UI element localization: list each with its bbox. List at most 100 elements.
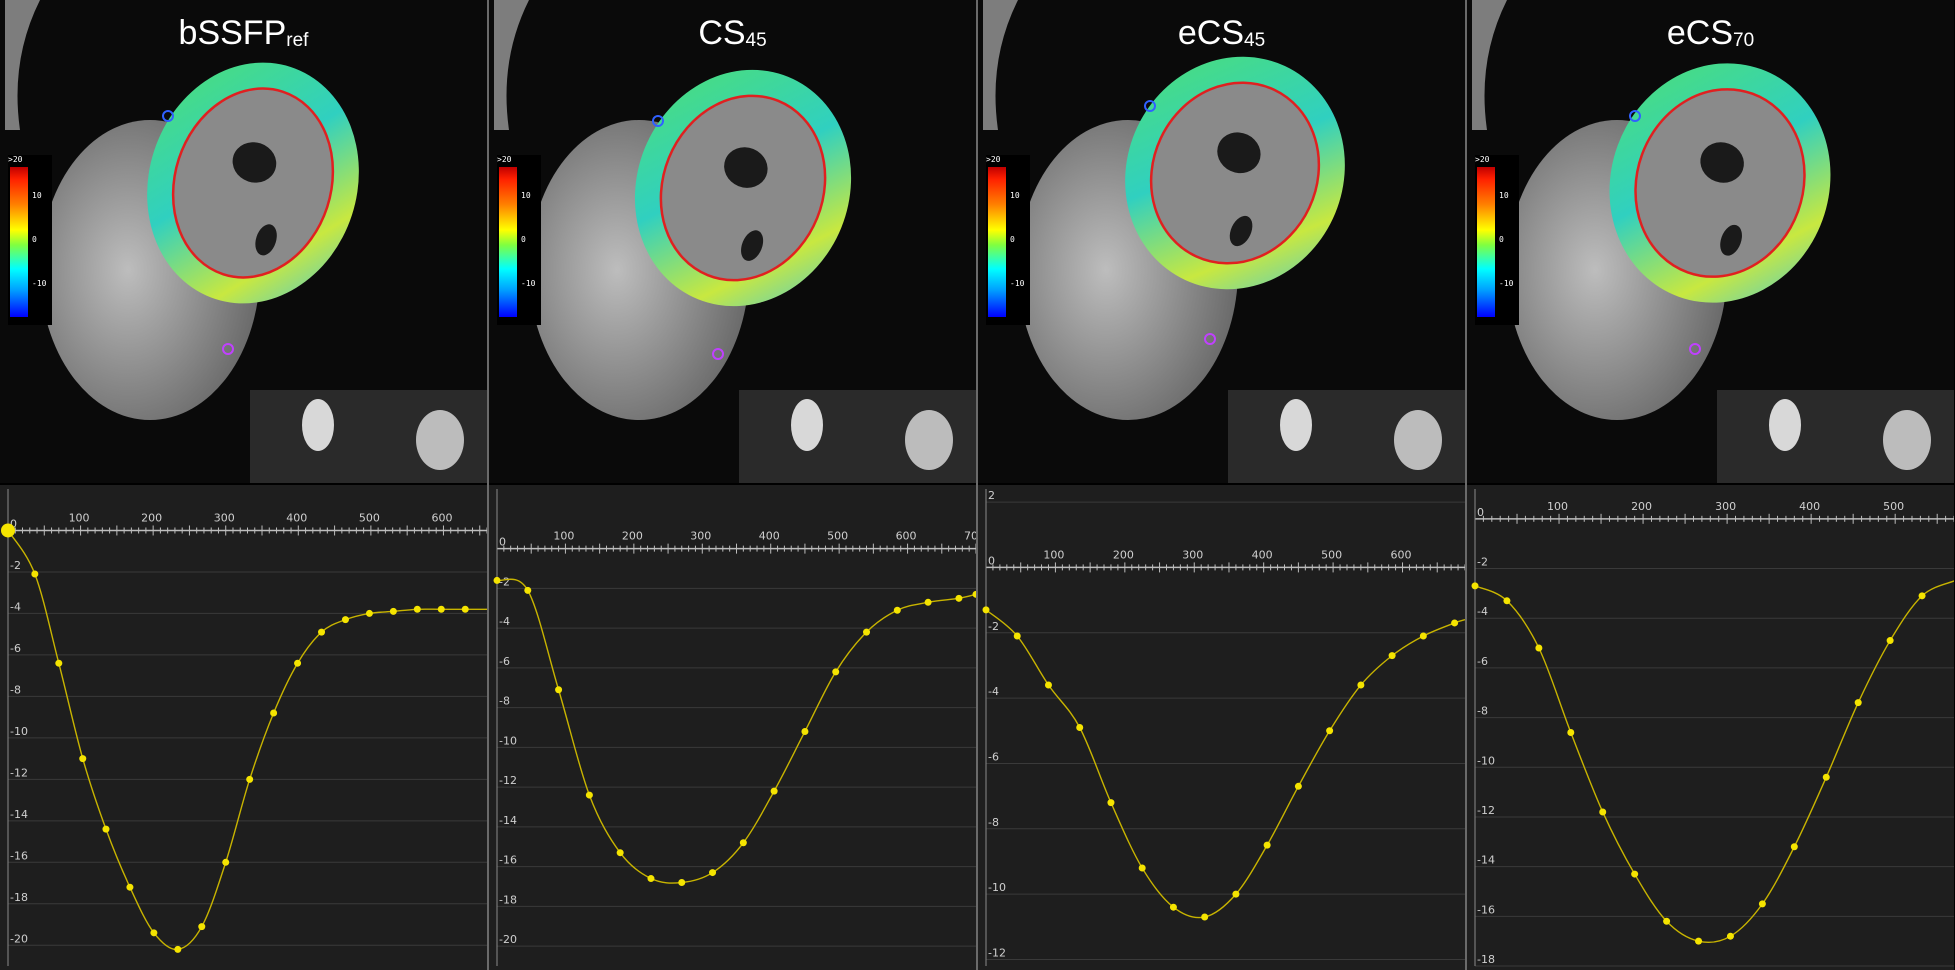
y-tick-label: -14: [10, 808, 28, 821]
rv-insertion-marker: [162, 110, 174, 122]
colorbar-label-0: 0: [1010, 235, 1015, 244]
x-tick-label: 300: [1715, 500, 1736, 513]
papillary-muscle: [1720, 224, 1742, 256]
x-tick-label: 400: [1799, 500, 1820, 513]
x-tick-label: 400: [1252, 548, 1273, 561]
x-tick-label: 500: [827, 530, 848, 543]
x-tick-label: 100: [1547, 500, 1568, 513]
data-point: [1201, 913, 1209, 921]
rv-insertion-marker: [652, 115, 664, 127]
y-tick-label: -16: [10, 849, 28, 862]
data-point: [126, 883, 134, 891]
strain-curve: [1474, 580, 1954, 944]
x-tick-label: 300: [1182, 548, 1203, 561]
colorbar-label-0: 0: [1499, 235, 1504, 244]
data-point: [1726, 932, 1734, 940]
data-point: [1758, 900, 1766, 908]
endocardial-border: [1634, 88, 1806, 278]
x-tick-label: 400: [759, 530, 780, 543]
y-tick-label: -20: [10, 932, 28, 945]
y-tick-label: -4: [988, 685, 999, 698]
colorbar-label-neg10: -10: [1010, 279, 1025, 288]
colorbar-gradient: [988, 167, 1006, 317]
x-tick-label: 300: [690, 530, 711, 543]
strain-curve-chart: 2 0 -2 -4 -6 -8 -10 -12 100 200 300 400 500 600: [978, 485, 1465, 970]
mri-scan: [978, 0, 1465, 483]
y-tick-label: -4: [1477, 605, 1488, 618]
papillary-muscle: [232, 142, 277, 183]
x-tick-label: 500: [1883, 500, 1904, 513]
data-point: [294, 659, 302, 667]
data-point: [1357, 681, 1365, 689]
data-point: [1695, 937, 1703, 945]
panel-title: bSSFPref: [178, 14, 309, 52]
y-tick-label: 0: [988, 554, 995, 567]
panel-divider: [976, 0, 978, 970]
y-tick-label: -18: [10, 891, 28, 904]
data-point: [972, 590, 976, 598]
strain-curve: [496, 578, 976, 884]
mri-image: eCS70 >20 10 0 -10: [1467, 0, 1954, 483]
colorbar-label-top: >20: [1475, 155, 1490, 164]
papillary-muscle: [1700, 142, 1744, 183]
data-point: [270, 709, 278, 717]
colorbar-label-neg10: -10: [1499, 279, 1514, 288]
x-tick-label: 700: [964, 530, 976, 543]
y-tick-label: -10: [988, 881, 1006, 894]
data-point: [1044, 681, 1052, 689]
data-point: [1471, 582, 1479, 590]
data-point: [341, 616, 349, 624]
data-point: [1232, 890, 1240, 898]
strain-colorbar: >20 10 0 -10: [8, 155, 52, 325]
data-point: [493, 576, 501, 584]
rv-insertion-marker: [1629, 110, 1641, 122]
chest-wall: [983, 0, 1018, 130]
data-point: [647, 875, 655, 883]
mri-image: eCS45 >20 10 0 -10: [978, 0, 1465, 483]
aorta: [1280, 399, 1312, 451]
y-tick-label: -6: [10, 642, 21, 655]
data-point: [365, 609, 373, 617]
data-point: [1790, 843, 1798, 851]
data-point: [1663, 917, 1671, 925]
colorbar-label-10: 10: [32, 191, 42, 200]
y-tick-label: -14: [1477, 854, 1495, 867]
rv-insertion-marker: [1689, 343, 1701, 355]
y-tick-label: -6: [988, 750, 999, 763]
data-point: [1567, 728, 1575, 736]
chest-wall: [1472, 0, 1507, 130]
x-tick-label: 100: [553, 530, 574, 543]
data-point: [31, 570, 39, 578]
mri-image: bSSFPref >20 10 0 -10: [0, 0, 487, 483]
y-tick-label: -4: [499, 615, 510, 628]
panel-bssfp-ref: bSSFPref >20 10 0 -10 0 -2 -4 -6 -8 -10 -12 -14…: [0, 0, 487, 970]
colorbar-gradient: [1477, 167, 1495, 317]
y-tick-label: -8: [988, 816, 999, 829]
y-tick-label: -16: [499, 854, 517, 867]
y-tick-label: -2: [10, 559, 21, 572]
plot-background: [1467, 485, 1954, 970]
colorbar-label-10: 10: [521, 191, 531, 200]
rv-insertion-marker: [1204, 333, 1216, 345]
data-point: [1294, 782, 1302, 790]
y-tick-label: -8: [499, 695, 510, 708]
colorbar-label-top: >20: [986, 155, 1001, 164]
data-point: [678, 879, 686, 887]
data-point: [832, 668, 840, 676]
data-point: [389, 607, 397, 615]
data-point: [222, 858, 230, 866]
x-tick-label: 100: [69, 511, 90, 524]
panel-ecs70: eCS70 >20 10 0 -10 0 -2 -4 -6 -8 -10 -12 -14 -16…: [1467, 0, 1954, 970]
x-tick-label: 200: [141, 511, 162, 524]
rv-insertion-marker: [222, 343, 234, 355]
strain-colorbar: >20 10 0 -10: [1475, 155, 1519, 325]
papillary-muscle: [741, 230, 764, 261]
mri-image: CS45 >20 10 0 -10: [489, 0, 976, 483]
mri-scan: [489, 0, 976, 483]
plot-background: [489, 485, 976, 970]
y-tick-label: -20: [499, 933, 517, 946]
data-point: [863, 628, 871, 636]
plot-background: [0, 485, 487, 970]
data-point: [770, 787, 778, 795]
panel-title: eCS70: [1666, 14, 1755, 52]
